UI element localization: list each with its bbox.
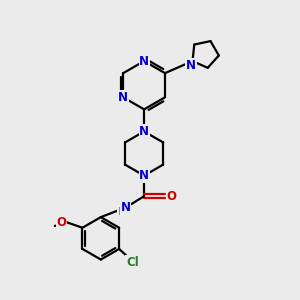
Text: O: O	[166, 190, 176, 203]
Text: O: O	[57, 216, 67, 229]
Text: Cl: Cl	[126, 256, 139, 269]
Text: N: N	[118, 91, 128, 104]
Text: N: N	[186, 59, 196, 72]
Text: N: N	[139, 125, 149, 138]
Text: N: N	[139, 55, 149, 68]
Text: N: N	[139, 169, 149, 182]
Text: H: H	[118, 207, 127, 217]
Text: N: N	[121, 201, 131, 214]
